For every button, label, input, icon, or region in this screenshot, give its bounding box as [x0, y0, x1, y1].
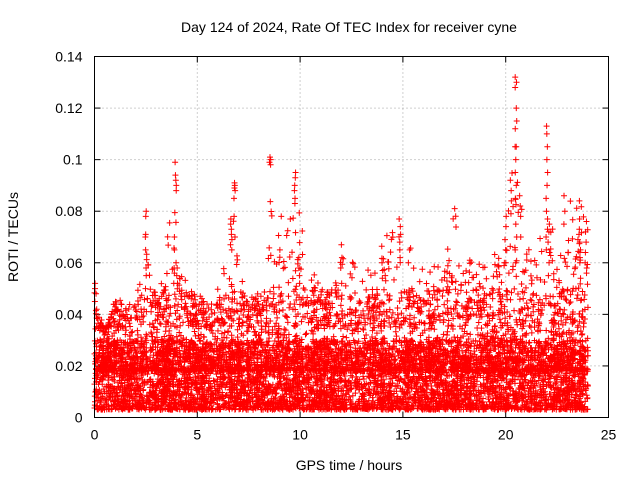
data-point — [290, 383, 297, 390]
y-tick-label: 0.1 — [63, 152, 83, 168]
data-point — [486, 391, 493, 398]
data-point — [140, 386, 147, 393]
data-point — [147, 384, 154, 391]
data-point — [130, 402, 137, 409]
data-point — [507, 343, 514, 350]
data-point — [228, 398, 235, 405]
data-point — [258, 406, 265, 413]
data-point — [346, 393, 353, 400]
tick-marks — [94, 56, 609, 418]
data-point — [154, 344, 161, 351]
data-point — [313, 382, 320, 389]
data-point — [213, 371, 220, 378]
data-points — [91, 74, 591, 413]
y-tick-label: 0.08 — [55, 203, 82, 219]
y-tick-label: 0.06 — [55, 255, 82, 271]
y-tick-labels: 0 0.02 0.04 0.06 0.08 0.1 0.12 0.14 — [55, 49, 82, 426]
data-point — [467, 391, 474, 398]
x-tick-label: 0 — [91, 427, 99, 443]
data-point — [312, 378, 319, 385]
data-point — [360, 375, 367, 382]
data-point — [100, 386, 107, 393]
data-point — [359, 340, 366, 347]
data-point — [360, 373, 367, 380]
data-point — [352, 390, 359, 397]
y-tick-label: 0.02 — [55, 358, 82, 374]
data-point — [101, 388, 108, 395]
data-point — [543, 382, 550, 389]
data-point — [349, 392, 356, 399]
x-tick-label: 20 — [498, 427, 514, 443]
data-point — [389, 346, 396, 353]
chart-title: Day 124 of 2024, Rate Of TEC Index for r… — [181, 19, 517, 35]
x-tick-label: 15 — [395, 427, 411, 443]
y-tick-label: 0 — [75, 410, 83, 426]
x-tick-label: 5 — [193, 427, 201, 443]
y-tick-label: 0.12 — [55, 100, 82, 116]
x-tick-label: 25 — [601, 427, 617, 443]
y-tick-label: 0.14 — [55, 49, 82, 65]
y-tick-label: 0.04 — [55, 306, 82, 322]
x-tick-labels: 0 5 10 15 20 25 — [91, 427, 617, 443]
data-point — [150, 382, 157, 389]
data-point — [500, 389, 507, 396]
x-tick-label: 10 — [292, 427, 308, 443]
